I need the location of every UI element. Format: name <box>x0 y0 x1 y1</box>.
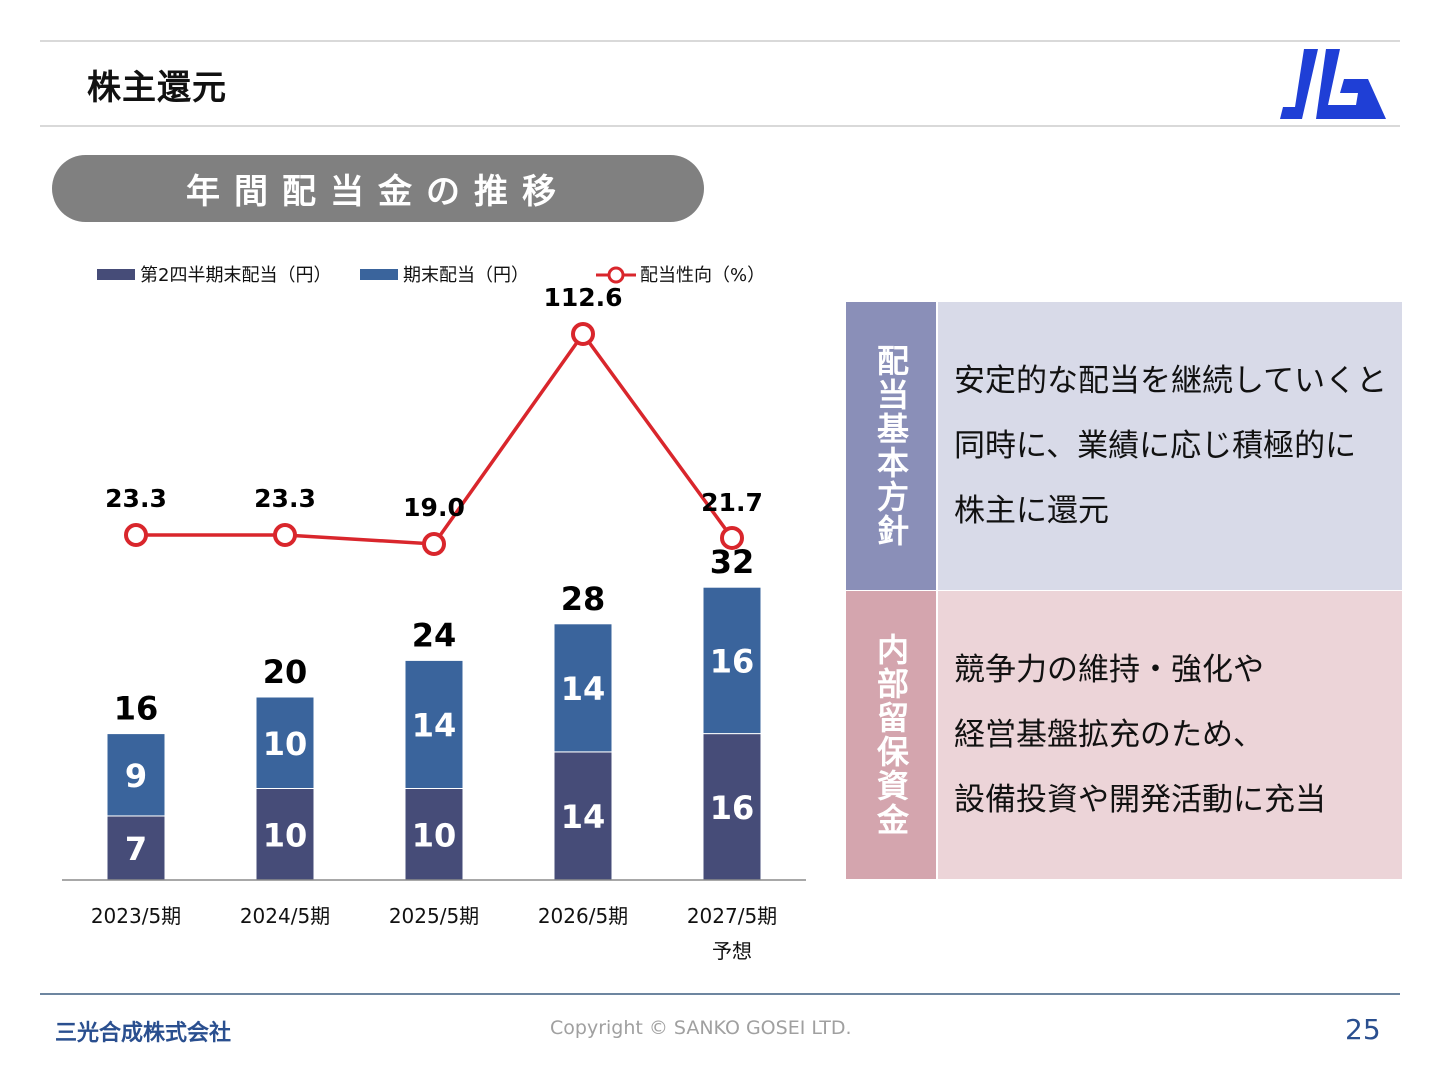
ratio-label: 23.3 <box>105 484 167 513</box>
legend-marker-ratio <box>607 266 625 284</box>
page-number: 25 <box>1345 1013 1381 1046</box>
ratio-label: 23.3 <box>254 484 316 513</box>
policy-dividend-body: 安定的な配当を継続していくと 同時に、業績に応じ積極的に 株主に還元 <box>938 302 1402 590</box>
ratio-label: 19.0 <box>403 493 465 522</box>
bar-label-q2: 16 <box>710 789 755 827</box>
bar-label-q2: 7 <box>125 830 147 868</box>
legend-label-year-end: 期末配当（円） <box>403 265 529 286</box>
bar-q2 <box>404 788 464 881</box>
ratio-marker <box>422 532 446 556</box>
bar-total-label: 16 <box>114 690 159 728</box>
legend-label-q2: 第2四半期末配当（円） <box>140 265 331 286</box>
ratio-label: 21.7 <box>701 488 763 517</box>
footer-rule <box>40 993 1400 995</box>
dividend-chart: 第2四半期末配当（円） 期末配当（円） 配当性向（%） 7 9 16 10 10 20 10… <box>62 265 806 963</box>
bar-q2 <box>702 733 762 881</box>
policy-retained-line: 競争力の維持・強化や <box>954 651 1264 688</box>
chart-legend: 第2四半期末配当（円） 期末配当（円） 配当性向（%） <box>97 265 765 286</box>
policy-dividend: 配当基本方針 安定的な配当を継続していくと 同時に、業績に応じ積極的に 株主に還… <box>846 302 1402 590</box>
copyright: Copyright © SANKO GOSEI LTD. <box>550 1017 852 1039</box>
legend-label-ratio: 配当性向（%） <box>640 265 765 286</box>
policy-dividend-heading: 配当基本方針 <box>846 302 936 590</box>
x-tick-label: 2024/5期 <box>240 904 330 928</box>
bar-year-end <box>255 696 315 789</box>
x-tick-label: 2023/5期 <box>91 904 181 928</box>
policy-dividend-line: 同時に、業績に応じ積極的に <box>954 427 1357 464</box>
ratio-line-layer: 23.3 23.3 19.0 112.6 21.7 <box>105 283 763 556</box>
company-name: 三光合成株式会社 <box>55 1021 232 1046</box>
bar-total-label: 28 <box>561 580 606 618</box>
top-rule <box>40 40 1400 42</box>
policy-retained-heading-text: 内部留保資金 <box>872 633 910 837</box>
policy-retained-body: 競争力の維持・強化や 経営基盤拡充のため、 設備投資や開発活動に充当 <box>938 591 1402 879</box>
x-tick-label: 2025/5期 <box>389 904 479 928</box>
bar-label-q2: 10 <box>263 816 308 854</box>
logo-shape-j <box>1280 49 1318 119</box>
ratio-marker <box>273 523 297 547</box>
policy-retained-earnings: 内部留保資金 競争力の維持・強化や 経営基盤拡充のため、 設備投資や開発活動に充… <box>846 591 1402 879</box>
bar-year-end <box>553 623 613 753</box>
company-logo <box>1280 49 1386 119</box>
x-tick-label: 2027/5期 <box>687 904 777 928</box>
bar-label-q2: 10 <box>412 816 457 854</box>
policy-retained-heading: 内部留保資金 <box>846 591 936 879</box>
x-tick-label: 2026/5期 <box>538 904 628 928</box>
page-title: 株主還元 <box>87 68 227 108</box>
ratio-marker <box>124 523 148 547</box>
legend-swatch-q2 <box>97 269 135 280</box>
bar-label-q2: 14 <box>561 798 606 836</box>
bar-year-end <box>404 659 464 789</box>
legend-swatch-year-end <box>360 269 398 280</box>
section-title-pill: 年間配当金の推移 <box>52 155 704 222</box>
policy-dividend-line: 株主に還元 <box>954 492 1109 529</box>
bar-q2 <box>553 751 613 881</box>
bar-label-year-end: 14 <box>412 706 457 744</box>
bar-label-year-end: 14 <box>561 670 606 708</box>
bar-total-label: 20 <box>263 653 308 691</box>
policy-retained-line: 経営基盤拡充のため、 <box>954 716 1264 753</box>
bar-year-end <box>702 586 762 735</box>
policy-dividend-heading-text: 配当基本方針 <box>872 344 910 548</box>
ratio-marker <box>720 525 744 550</box>
logo-shape-l <box>1316 49 1386 119</box>
bar-year-end <box>106 733 166 817</box>
bar-label-year-end: 9 <box>125 757 147 795</box>
bar-label-year-end: 10 <box>263 725 308 763</box>
policy-retained-line: 設備投資や開発活動に充当 <box>954 781 1326 818</box>
ratio-marker <box>571 322 595 346</box>
section-title: 年間配当金の推移 <box>186 172 570 212</box>
title-rule <box>40 125 1400 127</box>
ratio-label: 112.6 <box>543 283 622 312</box>
x-tick-sublabel: 予想 <box>712 939 752 963</box>
bar-total-label: 24 <box>412 616 457 654</box>
policy-dividend-line: 安定的な配当を継続していくと <box>954 362 1388 399</box>
bar-label-year-end: 16 <box>710 642 755 680</box>
